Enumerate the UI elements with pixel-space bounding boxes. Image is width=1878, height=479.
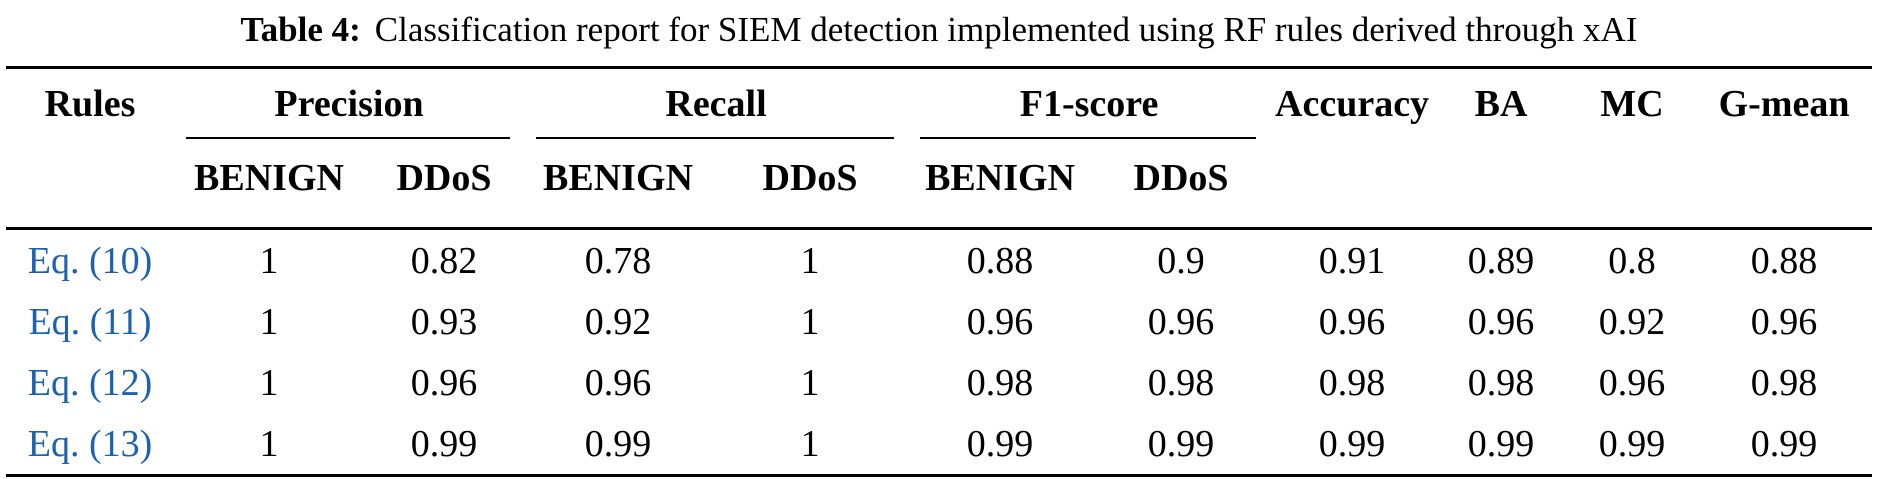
cell-ba: 0.99 [1467, 422, 1535, 465]
col-header-ba: BA [1474, 83, 1528, 125]
cell-recall-benign: 0.92 [584, 300, 652, 343]
rule-label-cell: Eq. (10) [6, 229, 174, 292]
table-header: Rules Precision Recall F1-score Accuracy… [6, 68, 1873, 229]
subcol-f1-benign: BENIGN [925, 157, 1075, 199]
classification-report-table: Rules Precision Recall F1-score Accuracy… [6, 66, 1873, 477]
cell-recall-ddos: 1 [800, 239, 820, 282]
table-body: Eq. (10) 1 0.82 0.78 1 0.88 0.9 0.91 0.8… [6, 229, 1872, 476]
table-row: Eq. (12) 1 0.96 0.96 1 0.98 0.98 0.98 0.… [6, 352, 1872, 413]
cell-ba: 0.96 [1467, 300, 1535, 343]
subcol-precision-ddos: DDoS [396, 157, 492, 199]
cell-g-mean: 0.99 [1750, 422, 1818, 465]
col-header-recall: Recall [524, 68, 908, 140]
table-row: Eq. (13) 1 0.99 0.99 1 0.99 0.99 0.99 0.… [6, 413, 1872, 476]
rule-label-cell: Eq. (11) [6, 291, 174, 352]
cell-g-mean: 0.98 [1750, 361, 1818, 404]
cell-recall-benign: 0.99 [584, 422, 652, 465]
subcol-f1-ddos: DDoS [1133, 157, 1229, 199]
cell-accuracy: 0.91 [1318, 239, 1386, 282]
cell-f1-benign: 0.96 [966, 300, 1034, 343]
cell-precision-ddos: 0.96 [410, 361, 478, 404]
table-caption-label: Table 4: [240, 10, 361, 49]
cell-accuracy: 0.99 [1318, 422, 1386, 465]
cell-f1-ddos: 0.96 [1147, 300, 1215, 343]
cell-f1-ddos: 0.9 [1157, 239, 1205, 282]
cell-mc: 0.8 [1608, 239, 1656, 282]
cell-recall-benign: 0.78 [584, 239, 652, 282]
table-caption-text: Classification report for SIEM detection… [374, 10, 1638, 49]
equation-link[interactable]: Eq. (11) [28, 300, 152, 343]
subcol-precision-benign: BENIGN [194, 157, 344, 199]
cell-recall-ddos: 1 [800, 422, 820, 465]
cell-mc: 0.92 [1598, 300, 1666, 343]
cell-mc: 0.96 [1598, 361, 1666, 404]
subcol-recall-ddos: DDoS [762, 157, 858, 199]
cell-precision-ddos: 0.93 [410, 300, 478, 343]
col-header-precision: Precision [174, 68, 524, 140]
cell-recall-benign: 0.96 [584, 361, 652, 404]
rule-label-cell: Eq. (12) [6, 352, 174, 413]
table-row: Eq. (11) 1 0.93 0.92 1 0.96 0.96 0.96 0.… [6, 291, 1872, 352]
cell-f1-ddos: 0.99 [1147, 422, 1215, 465]
table-row: Eq. (10) 1 0.82 0.78 1 0.88 0.9 0.91 0.8… [6, 229, 1872, 292]
cell-mc: 0.99 [1598, 422, 1666, 465]
table-caption: Table 4: Classification report for SIEM d… [0, 0, 1878, 66]
cell-accuracy: 0.98 [1318, 361, 1386, 404]
header-group-row: Rules Precision Recall F1-score Accuracy… [6, 68, 1872, 140]
cell-recall-ddos: 1 [800, 300, 820, 343]
col-header-g-mean: G-mean [1718, 83, 1850, 125]
equation-link[interactable]: Eq. (12) [27, 361, 153, 404]
cell-f1-ddos: 0.98 [1147, 361, 1215, 404]
cell-precision-benign: 1 [259, 239, 279, 282]
equation-link[interactable]: Eq. (13) [27, 422, 153, 465]
equation-link[interactable]: Eq. (10) [27, 239, 153, 282]
cell-precision-benign: 1 [259, 361, 279, 404]
cell-accuracy: 0.96 [1318, 300, 1386, 343]
cell-f1-benign: 0.88 [966, 239, 1034, 282]
rule-label-cell: Eq. (13) [6, 413, 174, 476]
cell-recall-ddos: 1 [800, 361, 820, 404]
cell-f1-benign: 0.98 [966, 361, 1034, 404]
header-sub-row: BENIGN DDoS BENIGN DDoS BENIGN DDoS [6, 139, 1872, 229]
cell-f1-benign: 0.99 [966, 422, 1034, 465]
cell-g-mean: 0.88 [1750, 239, 1818, 282]
cell-ba: 0.89 [1467, 239, 1535, 282]
col-header-mc: MC [1600, 83, 1664, 125]
cell-precision-ddos: 0.82 [410, 239, 478, 282]
col-header-accuracy: Accuracy [1275, 83, 1430, 125]
cell-precision-benign: 1 [259, 300, 279, 343]
subcol-recall-benign: BENIGN [543, 157, 693, 199]
cell-g-mean: 0.96 [1750, 300, 1818, 343]
col-header-rules: Rules [44, 83, 136, 125]
col-header-f1-score: F1-score [908, 68, 1270, 140]
cell-ba: 0.98 [1467, 361, 1535, 404]
cell-precision-benign: 1 [259, 422, 279, 465]
cell-precision-ddos: 0.99 [410, 422, 478, 465]
